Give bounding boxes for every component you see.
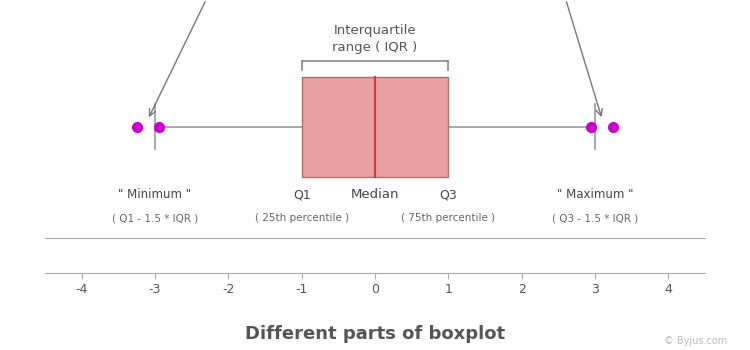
Text: ( Q1 - 1.5 * IQR ): ( Q1 - 1.5 * IQR ) — [112, 213, 198, 223]
Text: Q3: Q3 — [440, 188, 458, 201]
Text: Median: Median — [351, 188, 399, 201]
Bar — [302, 77, 448, 177]
Text: Q1: Q1 — [292, 188, 310, 201]
Text: Interquartile
range ( IQR ): Interquartile range ( IQR ) — [332, 24, 418, 54]
Text: © Byjus.com: © Byjus.com — [664, 336, 728, 346]
Text: ( 25th percentile ): ( 25th percentile ) — [254, 213, 349, 223]
Text: ( Q3 - 1.5 * IQR ): ( Q3 - 1.5 * IQR ) — [552, 213, 638, 223]
Text: ( 75th percentile ): ( 75th percentile ) — [401, 213, 496, 223]
Text: " Minimum ": " Minimum " — [118, 188, 191, 201]
Text: " Maximum ": " Maximum " — [556, 188, 633, 201]
Text: Different parts of boxplot: Different parts of boxplot — [245, 325, 505, 343]
